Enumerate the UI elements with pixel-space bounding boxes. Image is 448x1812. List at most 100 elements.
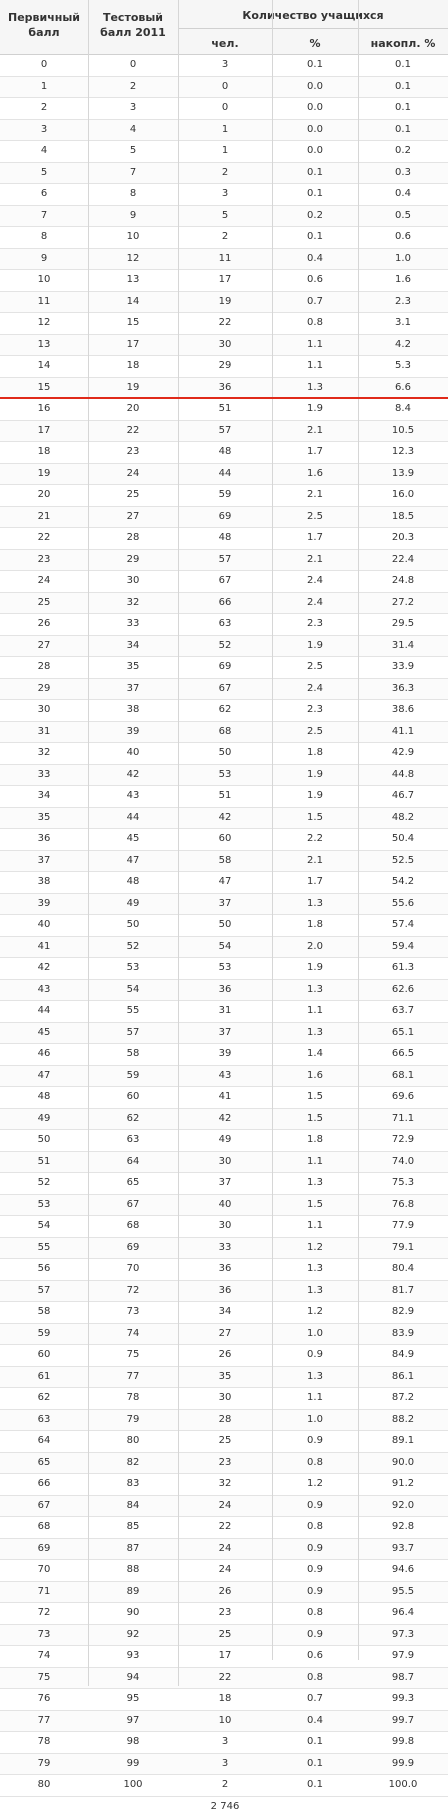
cell-test-score: 9 xyxy=(129,209,137,221)
table-row: 11 14 19 0.7 2.3 xyxy=(0,291,448,313)
cell-primary-score: 10 xyxy=(37,274,51,285)
header-people: чел. xyxy=(211,37,239,50)
cell-test-score: 62 xyxy=(126,1112,140,1124)
cell-cumulative: 86.1 xyxy=(391,1370,415,1382)
cell-test-score: 75 xyxy=(126,1349,140,1360)
table-row: 64 80 25 0.9 89.1 xyxy=(0,1431,448,1453)
table-row: 22 28 48 1.7 20.3 xyxy=(0,528,448,550)
cell-percent: 2.1 xyxy=(307,489,323,500)
cell-percent: 2.3 xyxy=(307,704,323,715)
cell-cumulative: 83.9 xyxy=(391,1327,415,1339)
cell-test-score: 38 xyxy=(126,704,140,715)
cell-primary-score: 37 xyxy=(37,854,51,866)
cell-test-score: 83 xyxy=(126,1478,140,1489)
table-row: 70 88 24 0.9 94.6 xyxy=(0,1560,448,1582)
cell-percent: 2.0 xyxy=(307,940,323,952)
cell-cumulative: 8.4 xyxy=(395,403,411,414)
cell-percent: 1.6 xyxy=(307,1069,323,1081)
cell-test-score: 89 xyxy=(126,1585,140,1597)
table-row: 51 64 30 1.1 74.0 xyxy=(0,1151,448,1173)
cell-primary-score: 43 xyxy=(37,983,51,995)
cell-primary-score: 44 xyxy=(37,1005,51,1016)
table-row: 76 95 18 0.7 99.3 xyxy=(0,1689,448,1711)
cell-test-score: 74 xyxy=(126,1327,140,1339)
table-row: 45 57 37 1.3 65.1 xyxy=(0,1022,448,1044)
table-row: 33 42 53 1.9 44.8 xyxy=(0,764,448,786)
cell-primary-score: 13 xyxy=(37,338,51,350)
cell-cumulative: 36.3 xyxy=(391,682,415,694)
cell-people: 69 xyxy=(218,510,232,522)
table-row: 59 74 27 1.0 83.9 xyxy=(0,1323,448,1345)
cell-percent: 1.3 xyxy=(307,983,323,995)
cell-people: 0 xyxy=(221,102,229,113)
cell-people: 37 xyxy=(218,897,232,909)
table-row: 10 13 17 0.6 1.6 xyxy=(0,270,448,292)
cell-primary-score: 58 xyxy=(37,1306,51,1317)
cell-primary-score: 50 xyxy=(37,1134,51,1145)
cell-cumulative: 82.9 xyxy=(391,1306,415,1317)
column-divider xyxy=(88,0,89,1686)
cell-percent: 0.8 xyxy=(307,1521,323,1532)
cell-percent: 0.1 xyxy=(307,166,323,178)
cell-cumulative: 76.8 xyxy=(391,1198,415,1210)
cell-percent: 1.1 xyxy=(307,1155,323,1167)
cell-primary-score: 4 xyxy=(40,145,48,156)
cell-percent: 0.4 xyxy=(307,252,323,264)
cell-primary-score: 15 xyxy=(37,381,51,393)
cell-primary-score: 0 xyxy=(40,59,48,70)
table-row: 37 47 58 2.1 52.5 xyxy=(0,850,448,872)
table-row: 40 50 50 1.8 57.4 xyxy=(0,915,448,937)
cell-cumulative: 63.7 xyxy=(391,1005,415,1016)
cell-cumulative: 50.4 xyxy=(391,833,415,844)
cell-people: 17 xyxy=(218,274,232,285)
cell-cumulative: 92.8 xyxy=(391,1521,415,1532)
table-row: 61 77 35 1.3 86.1 xyxy=(0,1366,448,1388)
cell-test-score: 27 xyxy=(126,510,140,522)
cell-test-score: 10 xyxy=(126,231,140,242)
cell-test-score: 14 xyxy=(126,295,140,307)
cell-people: 57 xyxy=(218,553,232,565)
column-divider xyxy=(178,0,179,1686)
cell-percent: 0.7 xyxy=(307,295,323,307)
cell-percent: 1.5 xyxy=(307,1112,323,1124)
cell-primary-score: 57 xyxy=(37,1284,51,1296)
cell-percent: 0.9 xyxy=(307,1349,323,1360)
cell-cumulative: 97.9 xyxy=(391,1650,415,1661)
table-row: 68 85 22 0.8 92.8 xyxy=(0,1517,448,1539)
cell-people: 53 xyxy=(218,962,232,973)
cell-percent: 2.4 xyxy=(307,596,323,608)
cell-percent: 2.1 xyxy=(307,424,323,436)
cell-cumulative: 81.7 xyxy=(391,1284,415,1296)
cell-people: 34 xyxy=(218,1306,232,1317)
table-row: 14 18 29 1.1 5.3 xyxy=(0,356,448,378)
cell-cumulative: 71.1 xyxy=(391,1112,415,1124)
cell-people: 68 xyxy=(218,725,232,737)
cell-primary-score: 54 xyxy=(37,1220,51,1231)
cell-test-score: 30 xyxy=(126,575,140,586)
cell-test-score: 43 xyxy=(126,790,140,801)
cell-percent: 0.8 xyxy=(307,1456,323,1468)
cell-people: 24 xyxy=(218,1499,232,1511)
cell-test-score: 57 xyxy=(126,1026,140,1038)
cell-cumulative: 65.1 xyxy=(391,1026,415,1038)
cell-percent: 1.3 xyxy=(307,1026,323,1038)
cell-cumulative: 74.0 xyxy=(391,1155,415,1167)
cell-test-score: 67 xyxy=(126,1198,140,1210)
cell-percent: 1.9 xyxy=(307,962,323,973)
cell-primary-score: 55 xyxy=(37,1241,51,1253)
cell-cumulative: 41.1 xyxy=(391,725,415,737)
cell-people: 41 xyxy=(218,1091,232,1102)
cell-primary-score: 25 xyxy=(37,596,51,608)
cell-primary-score: 12 xyxy=(37,317,51,328)
cell-people: 36 xyxy=(218,983,232,995)
table-row: 8 10 2 0.1 0.6 xyxy=(0,227,448,249)
table-row: 60 75 26 0.9 84.9 xyxy=(0,1345,448,1367)
cell-people: 44 xyxy=(218,467,232,479)
cell-test-score: 35 xyxy=(126,661,140,672)
cell-primary-score: 36 xyxy=(37,833,51,844)
cell-primary-score: 34 xyxy=(37,790,51,801)
header-primary-score: Первичный балл xyxy=(7,11,80,39)
cell-test-score: 25 xyxy=(126,489,140,500)
table-row: 63 79 28 1.0 88.2 xyxy=(0,1409,448,1431)
cell-primary-score: 53 xyxy=(37,1198,51,1210)
